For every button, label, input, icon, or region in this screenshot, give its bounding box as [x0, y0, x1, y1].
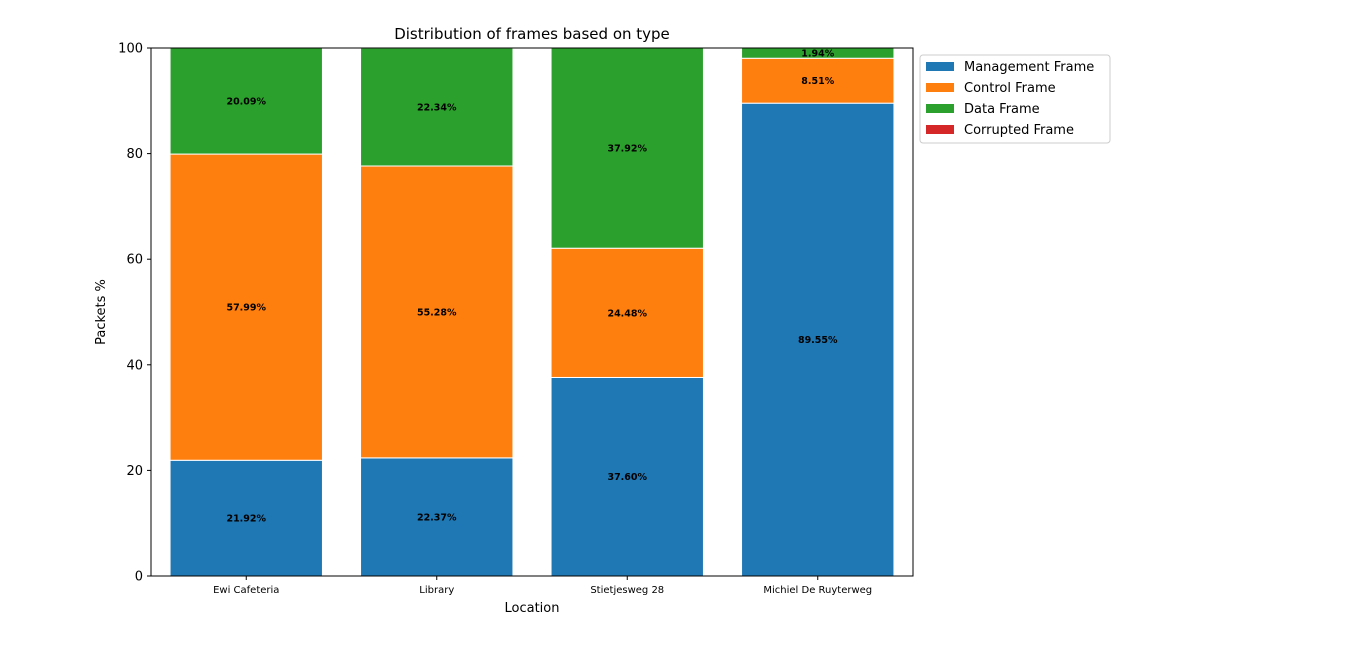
bar-data-label: 20.09%	[226, 97, 266, 108]
x-tick-label: Library	[419, 585, 454, 596]
y-tick-label: 0	[135, 570, 143, 585]
bar-segment	[360, 165, 514, 459]
legend-entry-label: Management Frame	[964, 60, 1094, 75]
y-tick-label: 80	[126, 147, 143, 162]
chart-title: Distribution of frames based on type	[394, 25, 670, 43]
x-tick-label: Stietjesweg 28	[590, 585, 664, 596]
bar-data-label: 57.99%	[226, 303, 266, 314]
bars-group	[169, 47, 895, 577]
bar-data-label: 24.48%	[607, 308, 647, 319]
bar-labels-group: 21.92% 57.99% 20.09% 22.37% 55.28% 22.34% 37.6…	[226, 49, 838, 525]
bar-data-label: 22.34%	[417, 103, 457, 114]
bar-data-label: 22.37%	[417, 512, 457, 523]
bar-segment	[741, 57, 895, 104]
bar-segment	[360, 47, 514, 167]
y-axis-label: Packets %	[94, 279, 109, 345]
legend-swatch	[926, 104, 954, 113]
x-axis: Ewi Cafeteria Library Stietjesweg 28 Michie…	[213, 576, 872, 596]
bar-data-label: 8.51%	[801, 76, 834, 87]
y-axis: 0 20 40 60 80 100	[118, 42, 151, 585]
bar-segment	[550, 376, 704, 577]
x-axis-label: Location	[505, 601, 560, 616]
bar-data-label: 37.60%	[607, 472, 647, 483]
y-tick-label: 20	[126, 464, 143, 479]
bar-data-label: 55.28%	[417, 307, 457, 318]
bar-segment	[550, 247, 704, 378]
bar-segment	[741, 102, 895, 577]
bar-segment	[169, 459, 323, 577]
y-tick-label: 100	[118, 42, 143, 57]
bar-data-label: 1.94%	[801, 49, 834, 60]
x-tick-label: Michiel De Ruyterweg	[763, 585, 872, 596]
legend-swatch	[926, 62, 954, 71]
legend-entry-label: Data Frame	[964, 102, 1040, 117]
bar-data-label: 37.92%	[607, 144, 647, 155]
legend-swatch	[926, 83, 954, 92]
bar-data-label: 21.92%	[226, 514, 266, 525]
plot-frame	[150, 47, 914, 577]
bar-segment	[550, 47, 704, 249]
y-tick-label: 60	[126, 253, 143, 268]
legend: Management Frame Control Frame Data Frame C…	[919, 54, 1111, 144]
bar-segment	[360, 457, 514, 577]
legend-entry-label: Control Frame	[964, 81, 1056, 96]
x-tick-label: Ewi Cafeteria	[213, 585, 279, 596]
legend-entry-label: Corrupted Frame	[964, 123, 1074, 138]
bar-segment	[169, 153, 323, 461]
bar-data-label: 89.55%	[798, 335, 838, 346]
legend-swatch	[926, 125, 954, 134]
y-tick-label: 40	[126, 358, 143, 373]
legend-box	[919, 54, 1111, 144]
